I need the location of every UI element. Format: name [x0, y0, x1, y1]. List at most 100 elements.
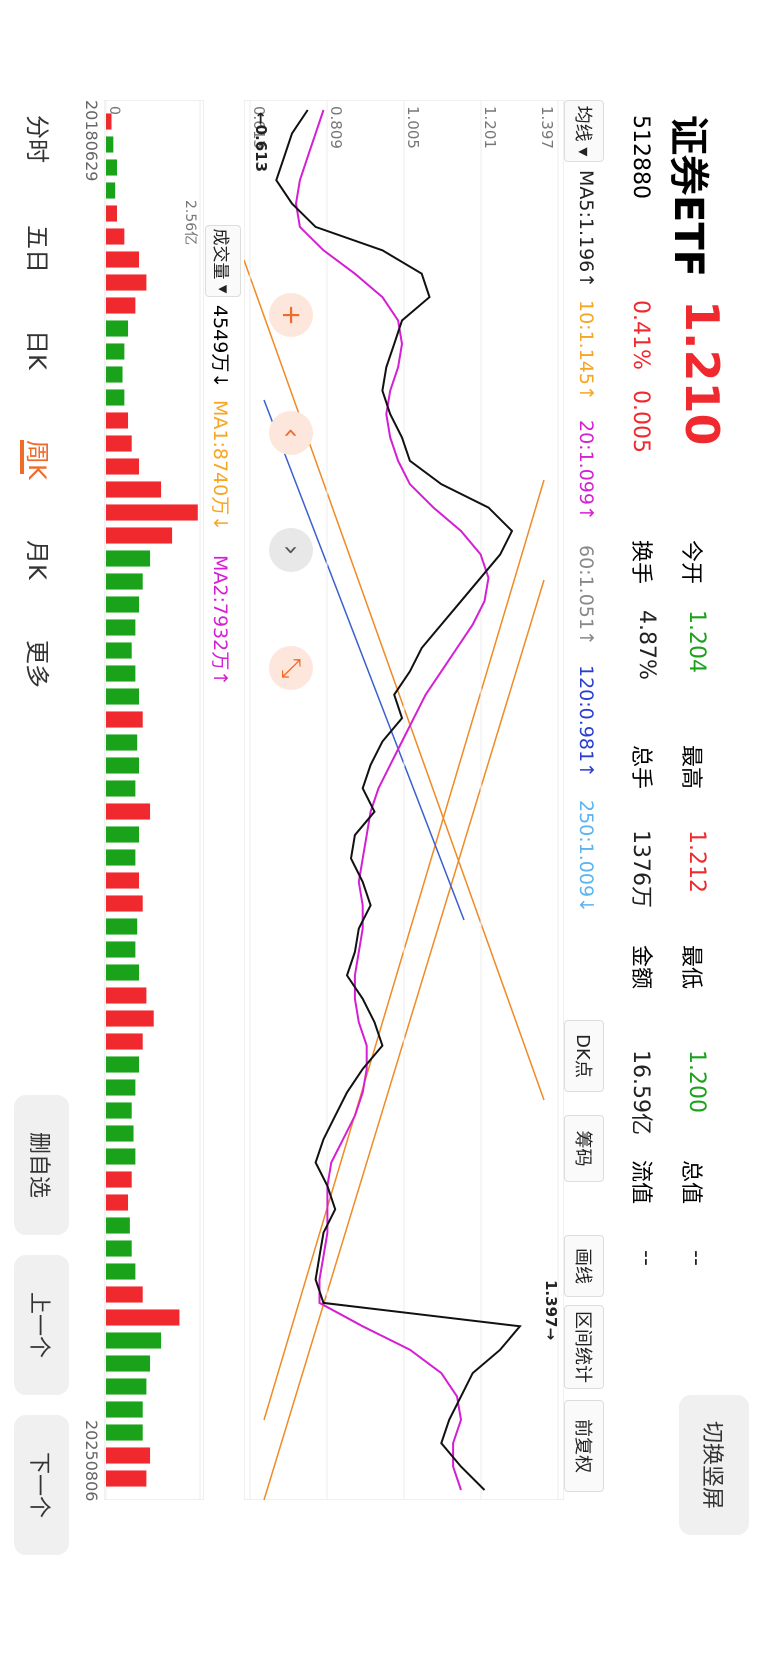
- trend-line: [244, 259, 545, 1101]
- volume-bar: [106, 872, 140, 889]
- tool-button[interactable]: 筹码: [564, 1115, 604, 1182]
- end-date: 20250806: [82, 1420, 101, 1502]
- volume-bar: [106, 619, 136, 636]
- indicator: 250:1.009↓: [575, 800, 597, 913]
- volume-bar: [106, 366, 123, 383]
- volume-bar: [106, 734, 138, 751]
- action-button[interactable]: 删自选: [14, 1095, 69, 1235]
- ma-line: [294, 109, 490, 1491]
- volume-bar: [106, 251, 140, 268]
- switch-button[interactable]: 切换竖屏: [679, 1395, 749, 1535]
- volume-bar: [106, 1033, 143, 1050]
- volume-bar: [106, 205, 118, 222]
- volume-bar: [106, 1148, 136, 1165]
- tool-button[interactable]: 画线: [564, 1235, 604, 1297]
- volume-bar: [106, 527, 173, 544]
- volume-current: 4549万↓: [209, 305, 231, 389]
- stat-value: 4.87%: [634, 610, 659, 680]
- code: 512880: [628, 115, 653, 199]
- ma-selector-label: 均线: [572, 105, 593, 142]
- volume-selector-label: 成交量: [210, 228, 231, 280]
- volume-bar: [106, 435, 132, 452]
- volume-bar: [106, 1401, 143, 1418]
- tab-underline: [20, 440, 24, 474]
- y-tick-label: 1.397: [538, 106, 556, 149]
- volume-bar: [106, 550, 151, 567]
- zoom-in[interactable]: +: [269, 293, 313, 337]
- change-pct: 0.41%: [628, 300, 653, 370]
- volume-bar: [106, 228, 125, 245]
- fullscreen[interactable]: ⤡: [269, 646, 313, 690]
- volume-bar: [106, 711, 143, 728]
- ma-selector[interactable]: 均线 ▾: [564, 100, 604, 162]
- volume-ma1: MA1:8740万↓: [209, 400, 231, 532]
- tool-button[interactable]: 区间统计: [564, 1305, 604, 1389]
- volume-bar: [106, 1240, 132, 1257]
- tool-button[interactable]: DK点: [564, 1020, 604, 1092]
- period-tab[interactable]: 周K: [23, 440, 51, 480]
- volume-bar: [106, 918, 138, 935]
- volume-bar: [106, 389, 125, 406]
- stat-label: 最高: [678, 745, 703, 790]
- stat-label: 总值: [678, 1160, 703, 1205]
- volume-bar: [106, 665, 136, 682]
- volume-bar: [106, 1010, 154, 1027]
- action-button[interactable]: 上一个: [14, 1255, 69, 1395]
- stat-label: 换手: [628, 540, 653, 585]
- y-tick-label: 0.613: [250, 106, 268, 149]
- stat-value: 16.59亿: [628, 1050, 653, 1135]
- volume-bar: [106, 1194, 129, 1211]
- period-tab[interactable]: 月K: [23, 540, 51, 580]
- volume-bar: [106, 1447, 151, 1464]
- volume-bar: [106, 826, 140, 843]
- volume-ma2: MA2:7932万↑: [209, 555, 231, 687]
- volume-bar: [106, 1424, 143, 1441]
- volume-bar: [106, 573, 143, 590]
- volume-bar: [106, 1217, 130, 1234]
- period-tab[interactable]: 分时: [23, 115, 51, 163]
- volume-bar: [106, 1263, 136, 1280]
- volume-bar: [106, 780, 136, 797]
- volume-bar: [106, 757, 140, 774]
- volume-bar: [106, 504, 198, 521]
- move-right[interactable]: ›: [269, 528, 313, 572]
- indicator: 120:0.981↑: [575, 665, 597, 778]
- action-button[interactable]: 下一个: [14, 1415, 69, 1555]
- volume-bar: [106, 1056, 140, 1073]
- period-tab[interactable]: 更多: [23, 640, 51, 688]
- stat-value: 1.212: [684, 830, 709, 893]
- stat-label: 流值: [628, 1160, 653, 1205]
- volume-bar: [106, 320, 129, 337]
- volume-bar: [106, 987, 147, 1004]
- volume-bar: [106, 964, 140, 981]
- volume-bar: [106, 182, 116, 199]
- volume-bar: [106, 1102, 132, 1119]
- volume-chart: 0 2.56亿: [104, 100, 204, 1500]
- indicator: 10:1.145↑: [575, 300, 597, 401]
- stat-label: 最低: [678, 945, 703, 990]
- volume-bar: [106, 1171, 132, 1188]
- volume-bar: [106, 1332, 162, 1349]
- volume-bar: [106, 1355, 151, 1372]
- volume-selector[interactable]: 成交量 ▾: [205, 225, 241, 297]
- volume-bar: [106, 803, 151, 820]
- y-tick-label: 0.809: [327, 106, 345, 149]
- volume-bar: [106, 159, 118, 176]
- volume-bar: [106, 596, 140, 613]
- volume-bar: [106, 1378, 147, 1395]
- y-tick-label: 1.005: [404, 106, 422, 149]
- stat-label: 今开: [678, 540, 703, 585]
- y-tick-label: 2.56亿: [182, 200, 198, 245]
- volume-bar: [106, 458, 140, 475]
- move-left[interactable]: ‹: [269, 411, 313, 455]
- volume-bar: [106, 688, 140, 705]
- indicator: MA5:1.196↑: [575, 170, 597, 289]
- tool-button[interactable]: 前复权: [564, 1400, 604, 1492]
- y-tick-label: 0: [106, 106, 122, 115]
- period-tab[interactable]: 五日: [23, 225, 51, 273]
- title: 证券ETF: [665, 115, 711, 277]
- indicator: 60:1.051↑: [575, 545, 597, 646]
- volume-bar: [106, 642, 132, 659]
- period-tab[interactable]: 日K: [23, 330, 51, 370]
